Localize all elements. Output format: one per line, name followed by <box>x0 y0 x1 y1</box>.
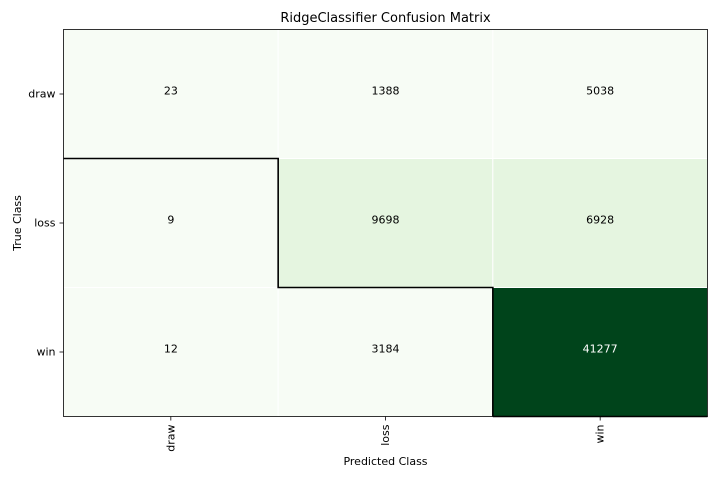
heatmap-cells <box>63 29 709 417</box>
heatmap-cell <box>63 29 279 159</box>
heatmap-cell <box>492 29 709 159</box>
cell-value-label: 5038 <box>586 85 614 98</box>
y-tick-label: loss <box>34 217 56 230</box>
y-axis-ticks: draw loss win <box>28 88 64 359</box>
cell-value-label: 9 <box>167 214 174 227</box>
x-tick-label: draw <box>164 425 177 452</box>
heatmap-cell <box>277 287 494 417</box>
chart-title: RidgeClassifier Confusion Matrix <box>280 11 491 26</box>
x-axis-label: Predicted Class <box>343 455 427 468</box>
cell-value-label: 3184 <box>372 343 400 356</box>
heatmap-cell <box>63 158 279 288</box>
cell-value-label: 41277 <box>583 343 618 356</box>
cell-value-label: 1388 <box>372 85 400 98</box>
y-tick-label: win <box>36 346 55 359</box>
heatmap-cell <box>492 287 709 417</box>
y-tick-label: draw <box>28 88 55 101</box>
x-tick-label: win <box>594 424 607 443</box>
cell-value-label: 12 <box>164 343 178 356</box>
heatmap-cell <box>492 158 709 288</box>
cell-value-label: 23 <box>164 85 178 98</box>
cell-value-label: 9698 <box>372 214 400 227</box>
y-axis-label: True Class <box>11 195 24 252</box>
heatmap-cell <box>63 287 279 417</box>
plot-frame <box>63 29 708 417</box>
cell-values: 23 1388 5038 9 9698 6928 12 3184 41277 <box>164 85 618 356</box>
x-tick-label: loss <box>379 424 392 446</box>
x-axis-ticks: draw loss win <box>164 416 607 452</box>
cell-value-label: 6928 <box>586 214 614 227</box>
